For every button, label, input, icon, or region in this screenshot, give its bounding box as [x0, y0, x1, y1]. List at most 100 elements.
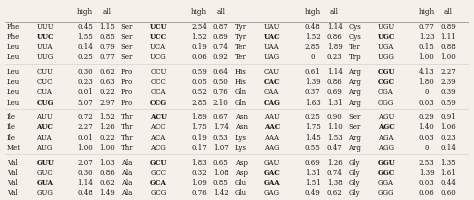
Text: 1.03: 1.03: [99, 158, 115, 166]
Text: 0.05: 0.05: [191, 78, 207, 86]
Text: Arg: Arg: [348, 88, 361, 96]
Text: 0.17: 0.17: [191, 143, 207, 151]
Text: CCA: CCA: [150, 88, 165, 96]
Text: 0.23: 0.23: [440, 133, 456, 141]
Text: Gly: Gly: [348, 158, 360, 166]
Text: 1.39: 1.39: [305, 78, 320, 86]
Text: CAG: CAG: [264, 98, 281, 106]
Text: 1.51: 1.51: [305, 178, 320, 186]
Text: 1.00: 1.00: [77, 143, 93, 151]
Text: GUG: GUG: [36, 188, 53, 196]
Text: GCG: GCG: [150, 188, 166, 196]
Text: Cys: Cys: [348, 33, 361, 41]
Text: Pro: Pro: [121, 88, 133, 96]
Text: 0.87: 0.87: [213, 23, 228, 30]
Text: 0.14: 0.14: [440, 143, 456, 151]
Text: 0.39: 0.39: [440, 88, 456, 96]
Text: Thr: Thr: [121, 143, 134, 151]
Text: AUA: AUA: [36, 133, 52, 141]
Text: 0.30: 0.30: [77, 168, 93, 176]
Text: 0.74: 0.74: [327, 168, 342, 176]
Text: 0.85: 0.85: [213, 178, 228, 186]
Text: 0.67: 0.67: [213, 113, 228, 121]
Text: UAC: UAC: [264, 33, 281, 41]
Text: 1.09: 1.09: [191, 178, 207, 186]
Text: 0.90: 0.90: [327, 113, 342, 121]
Text: UAG: UAG: [264, 53, 280, 61]
Text: GUC: GUC: [36, 168, 53, 176]
Text: Pro: Pro: [121, 78, 133, 86]
Text: 0.32: 0.32: [191, 168, 207, 176]
Text: high: high: [77, 8, 93, 16]
Text: 1.26: 1.26: [327, 158, 342, 166]
Text: 0.48: 0.48: [77, 188, 93, 196]
Text: Arg: Arg: [348, 98, 361, 106]
Text: Arg: Arg: [348, 143, 361, 151]
Text: 0.77: 0.77: [99, 53, 115, 61]
Text: Tyr: Tyr: [235, 23, 247, 30]
Text: 0: 0: [310, 53, 315, 61]
Text: Val: Val: [7, 188, 18, 196]
Text: 0.52: 0.52: [191, 88, 207, 96]
Text: 0.50: 0.50: [213, 78, 228, 86]
Text: AUU: AUU: [36, 113, 53, 121]
Text: CCG: CCG: [150, 98, 167, 106]
Text: GAG: GAG: [264, 188, 280, 196]
Text: 1.10: 1.10: [327, 123, 342, 131]
Text: 1.49: 1.49: [99, 188, 115, 196]
Text: AAG: AAG: [264, 143, 280, 151]
Text: 2.97: 2.97: [99, 98, 115, 106]
Text: UCU: UCU: [150, 23, 168, 30]
Text: 0.29: 0.29: [419, 113, 434, 121]
Text: UGA: UGA: [378, 43, 394, 51]
Text: high: high: [419, 8, 435, 16]
Text: CGU: CGU: [378, 68, 395, 76]
Text: GCU: GCU: [150, 158, 168, 166]
Text: 0.86: 0.86: [327, 33, 342, 41]
Text: Asn: Asn: [235, 113, 248, 121]
Text: 1.40: 1.40: [419, 123, 434, 131]
Text: 0.89: 0.89: [213, 33, 228, 41]
Text: 0.77: 0.77: [419, 23, 434, 30]
Text: 1.55: 1.55: [77, 33, 93, 41]
Text: 0: 0: [424, 88, 429, 96]
Text: 1.14: 1.14: [327, 23, 342, 30]
Text: ACC: ACC: [150, 123, 165, 131]
Text: GGA: GGA: [378, 178, 394, 186]
Text: 1.75: 1.75: [305, 123, 320, 131]
Text: 1.35: 1.35: [440, 158, 456, 166]
Text: Ala: Ala: [121, 178, 132, 186]
Text: Ser: Ser: [121, 43, 133, 51]
Text: 1.52: 1.52: [99, 113, 115, 121]
Text: Glu: Glu: [235, 188, 247, 196]
Text: AGC: AGC: [378, 123, 395, 131]
Text: Thr: Thr: [121, 123, 134, 131]
Text: 0.03: 0.03: [419, 133, 434, 141]
Text: Ile: Ile: [7, 123, 16, 131]
Text: Pro: Pro: [121, 68, 133, 76]
Text: 0.47: 0.47: [327, 143, 342, 151]
Text: Gly: Gly: [348, 168, 360, 176]
Text: 0.59: 0.59: [191, 68, 207, 76]
Text: 2.07: 2.07: [77, 158, 93, 166]
Text: Gln: Gln: [235, 88, 247, 96]
Text: UGG: UGG: [378, 53, 395, 61]
Text: GGG: GGG: [378, 188, 394, 196]
Text: Ter: Ter: [235, 43, 246, 51]
Text: Thr: Thr: [121, 113, 134, 121]
Text: 0.92: 0.92: [213, 53, 228, 61]
Text: 0.60: 0.60: [440, 188, 456, 196]
Text: Ser: Ser: [121, 53, 133, 61]
Text: Ala: Ala: [121, 158, 132, 166]
Text: 0.14: 0.14: [77, 43, 93, 51]
Text: Asp: Asp: [235, 158, 248, 166]
Text: 1.11: 1.11: [440, 33, 456, 41]
Text: 0.69: 0.69: [327, 88, 342, 96]
Text: Ser: Ser: [348, 113, 361, 121]
Text: ACU: ACU: [150, 113, 167, 121]
Text: Asn: Asn: [235, 123, 248, 131]
Text: CAC: CAC: [264, 78, 281, 86]
Text: 0.37: 0.37: [305, 88, 320, 96]
Text: Phe: Phe: [7, 33, 20, 41]
Text: CGA: CGA: [378, 88, 393, 96]
